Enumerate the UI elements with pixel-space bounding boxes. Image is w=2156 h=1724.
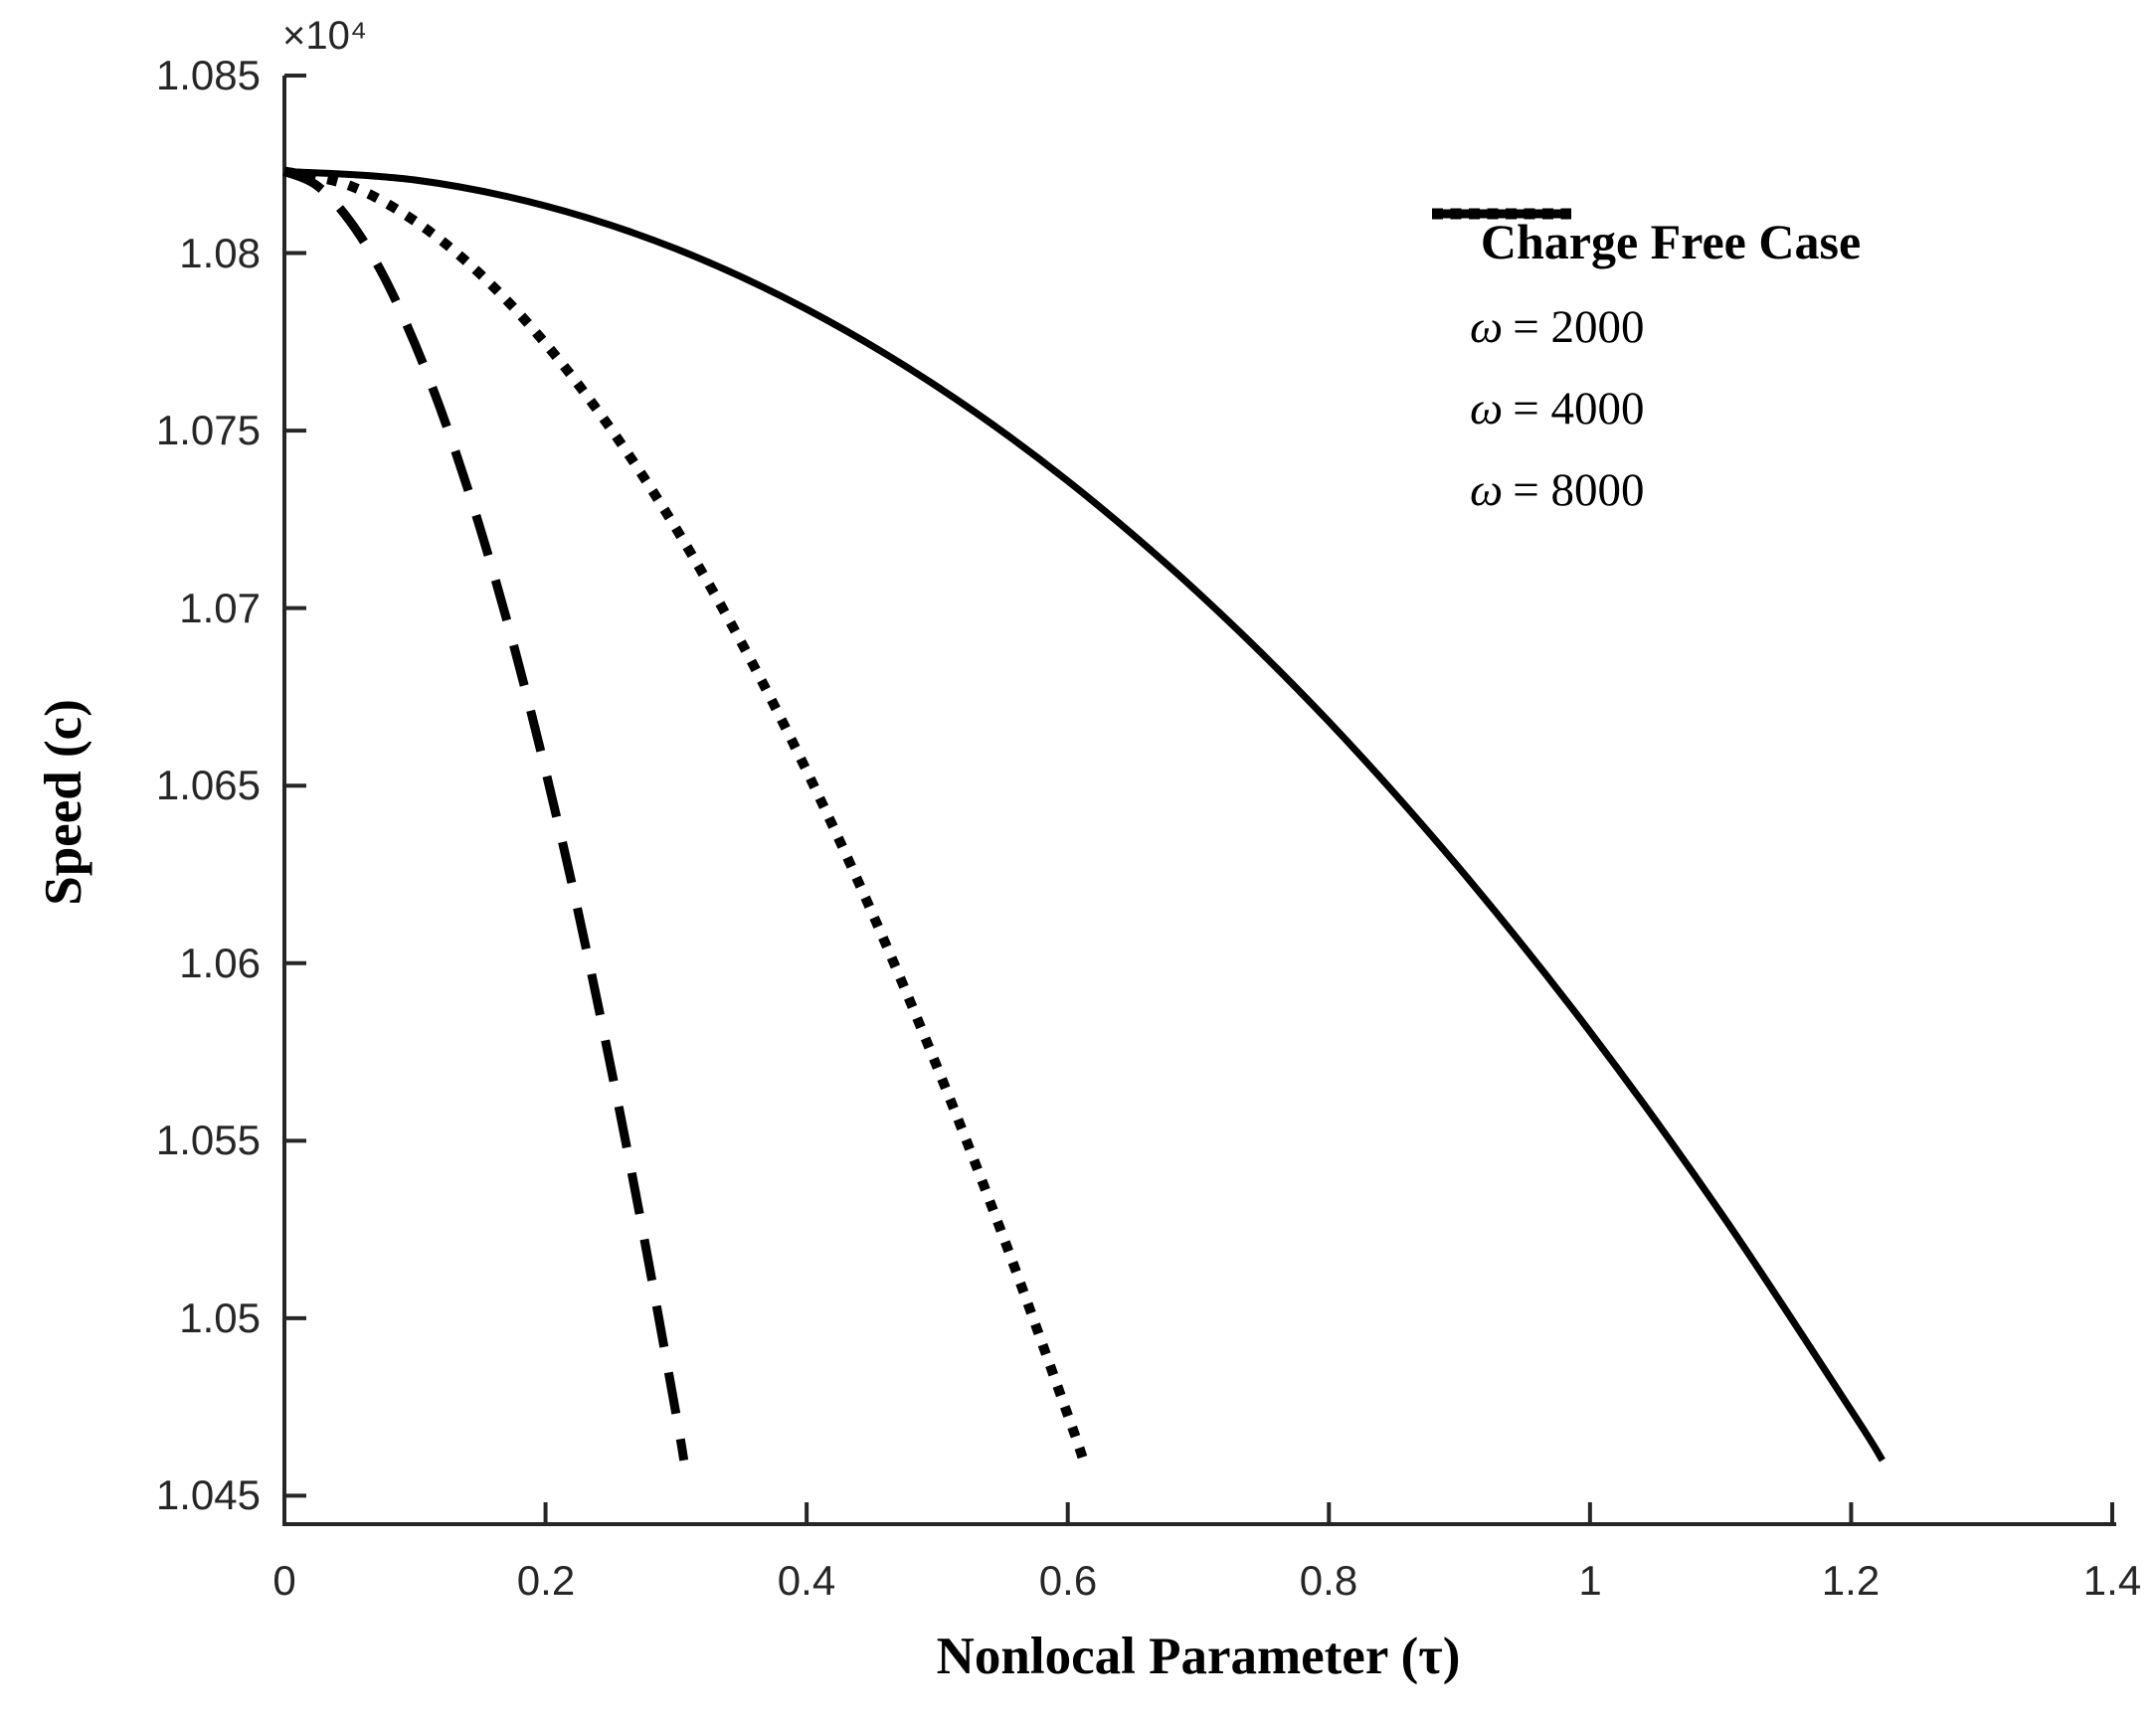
x-tick-label: 0 [272,1557,296,1604]
legend-entry-omega-8000: ω = 8000 [1432,209,1909,531]
x-tick-label: 0.6 [1038,1557,1098,1604]
y-axis-offset-label: ×10⁴ [282,14,368,58]
series-omega-8000 [282,167,689,1462]
y-tick-label: 1.075 [155,407,261,453]
x-tick-label: 1.2 [1821,1557,1881,1604]
legend-title: Charge Free Case [1480,214,1862,269]
y-tick-label: 1.07 [179,585,261,631]
x-axis-label: Nonlocal Parameter (τ) [936,1628,1461,1685]
x-tick-label: 0.8 [1299,1557,1358,1604]
legend: Charge Free Case ω = 2000 ω = 4000 ω = 8000 [1432,207,1909,531]
y-tick-label: 1.065 [155,762,261,808]
omega-symbol: ω [1470,383,1504,434]
y-tick-label: 1.08 [179,230,261,276]
x-tick-label: 0.4 [777,1557,836,1604]
y-tick-label: 1.05 [179,1294,261,1341]
omega-symbol: ω [1470,301,1504,353]
legend-entry-label: ω = 2000 [1470,301,1645,353]
x-tick-label: 1 [1578,1557,1602,1604]
series-omega-4000 [282,166,1089,1463]
y-tick-label: 1.085 [155,52,261,98]
omega-symbol: ω [1470,464,1504,516]
y-tick-label: 1.045 [155,1471,261,1518]
legend-entry-omega-2000: ω = 2000 [1432,209,1909,368]
series-omega-2000 [283,167,1886,1463]
y-tick-label: 1.055 [155,1117,261,1163]
y-tick-label: 1.06 [179,940,261,986]
legend-entry-label: ω = 4000 [1470,383,1645,434]
y-axis-label: Speed (c) [35,699,92,906]
legend-entry-label: ω = 8000 [1470,464,1645,516]
x-tick-label: 1.4 [2082,1557,2142,1604]
x-tick-label: 0.2 [516,1557,576,1604]
legend-entry-omega-4000: ω = 4000 [1432,208,1909,449]
legend-dashed-line-sample [1432,209,1571,219]
